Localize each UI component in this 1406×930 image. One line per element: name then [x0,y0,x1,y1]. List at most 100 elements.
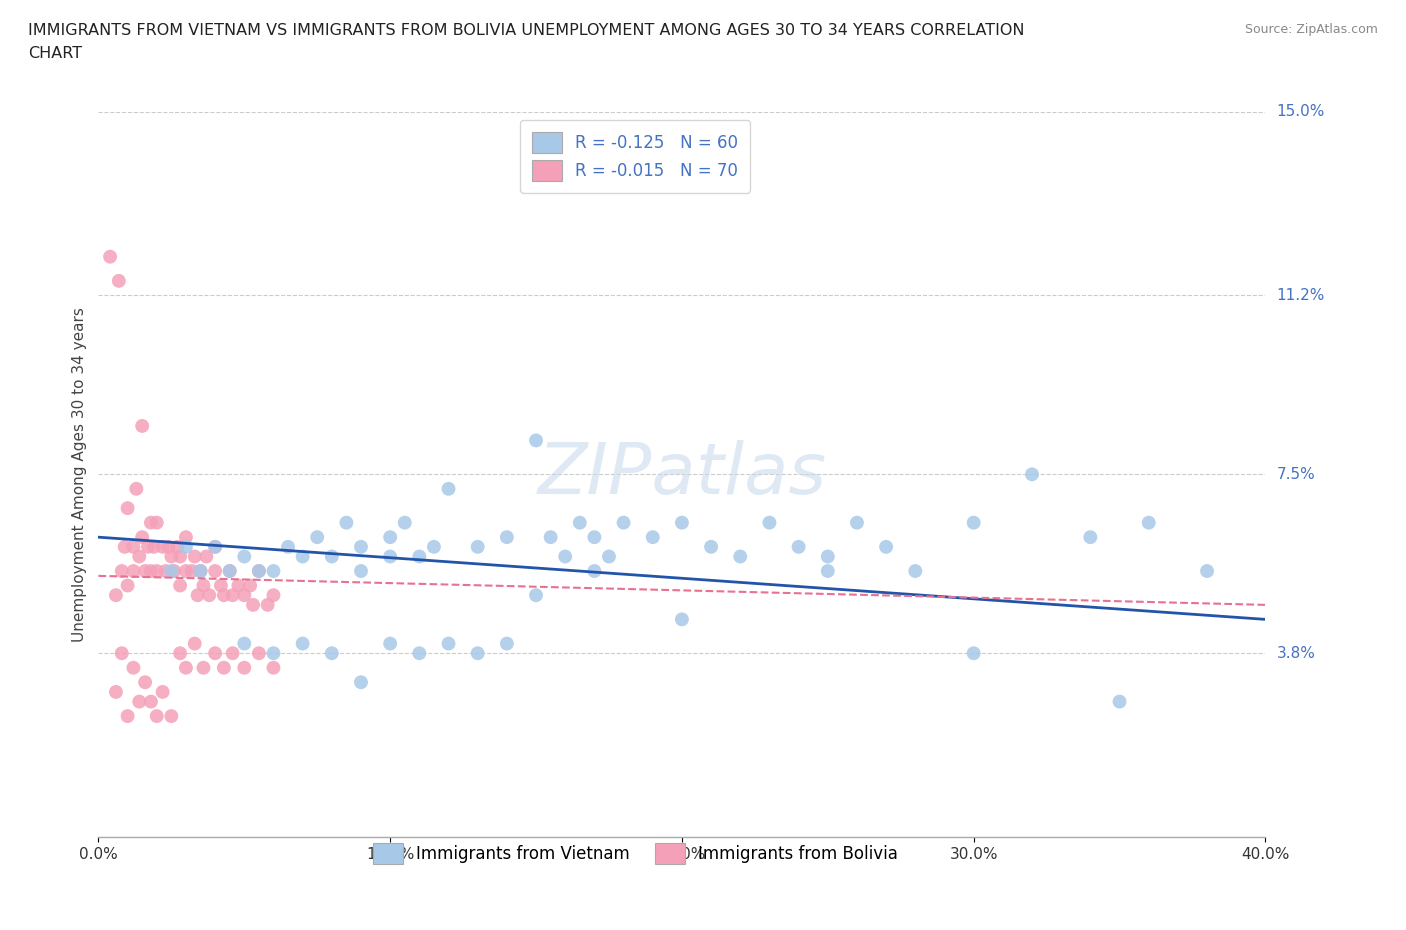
Point [108,273,131,288]
Point [540,530,562,545]
Point [408,645,430,660]
Point [163,564,186,578]
Point [758,515,780,530]
Text: ZIPatlas: ZIPatlas [537,440,827,509]
Point [204,539,226,554]
Point [524,433,547,448]
Point [612,515,634,530]
Point [128,694,150,709]
Point [146,564,169,578]
Point [380,636,402,651]
Point [641,530,664,545]
Point [437,636,460,651]
Point [111,564,134,578]
Point [583,564,606,578]
Point [131,530,153,545]
Point [598,549,620,564]
Point [350,564,373,578]
Point [380,549,402,564]
Legend: Immigrants from Vietnam, Immigrants from Bolivia: Immigrants from Vietnam, Immigrants from… [361,831,910,876]
Point [139,564,162,578]
Point [183,636,205,651]
Point [583,530,606,545]
Point [134,564,156,578]
Point [122,564,145,578]
Point [134,675,156,690]
Point [307,530,329,545]
Point [209,578,232,593]
Point [350,539,373,554]
Point [524,588,547,603]
Point [671,515,693,530]
Point [190,564,212,578]
Point [817,564,839,578]
Point [496,636,519,651]
Point [291,549,314,564]
Point [262,564,284,578]
Point [187,588,209,603]
Point [174,660,197,675]
Point [962,515,984,530]
Point [904,564,927,578]
Point [671,612,693,627]
Point [146,709,169,724]
Point [817,549,839,564]
Point [233,660,256,675]
Point [114,539,136,554]
Point [568,515,591,530]
Point [111,645,134,660]
Point [169,549,191,564]
Point [155,564,177,578]
Point [1137,515,1160,530]
Point [136,539,159,554]
Point [139,694,162,709]
Text: 11.2%: 11.2% [1277,288,1324,303]
Point [437,482,460,497]
Point [221,588,243,603]
Point [291,636,314,651]
Point [193,660,215,675]
Point [787,539,810,554]
Point [1108,694,1130,709]
Point [1195,564,1218,578]
Text: IMMIGRANTS FROM VIETNAM VS IMMIGRANTS FROM BOLIVIA UNEMPLOYMENT AMONG AGES 30 TO: IMMIGRANTS FROM VIETNAM VS IMMIGRANTS FR… [28,23,1025,38]
Point [139,515,162,530]
Point [152,684,174,699]
Point [321,645,343,660]
Point [1021,467,1043,482]
Point [239,578,262,593]
Point [423,539,446,554]
Point [183,549,205,564]
Point [247,564,270,578]
Y-axis label: Unemployment Among Ages 30 to 34 years: Unemployment Among Ages 30 to 34 years [72,307,87,642]
Point [174,539,197,554]
Point [204,564,226,578]
Point [233,636,256,651]
Point [394,515,416,530]
Point [467,645,489,660]
Point [212,588,235,603]
Point [247,564,270,578]
Point [221,645,243,660]
Point [195,549,218,564]
Point [846,515,869,530]
Point [98,249,121,264]
Point [212,660,235,675]
Point [122,539,145,554]
Point [117,500,139,515]
Point [335,515,357,530]
Point [104,684,127,699]
Point [146,515,169,530]
Point [122,660,145,675]
Point [350,675,373,690]
Point [157,539,180,554]
Point [321,549,343,564]
Point [104,588,127,603]
Point [166,539,188,554]
Text: 3.8%: 3.8% [1277,645,1316,660]
Point [554,549,576,564]
Point [262,660,284,675]
Text: 15.0%: 15.0% [1277,104,1324,119]
Point [233,588,256,603]
Point [496,530,519,545]
